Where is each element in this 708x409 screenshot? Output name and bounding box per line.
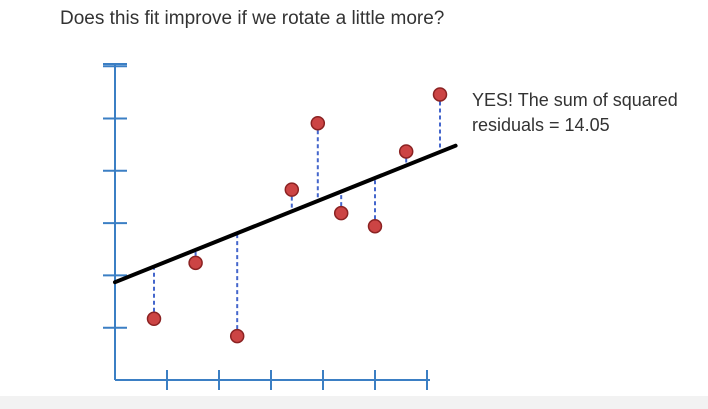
- data-point-5: [310, 115, 326, 131]
- bottom-strip: [0, 396, 708, 409]
- residual-lines: [153, 94, 441, 337]
- data-point-2: [188, 255, 203, 271]
- chart-title: Does this fit improve if we rotate a lit…: [60, 8, 445, 29]
- data-point-9: [432, 87, 448, 102]
- data-point-6: [333, 205, 349, 221]
- data-point-8: [398, 144, 414, 159]
- data-point-1: [146, 311, 162, 327]
- annotation-line-1: YES! The sum of squared: [472, 90, 678, 110]
- data-point-4: [284, 182, 300, 197]
- fit-line-group: [113, 143, 458, 285]
- annotation: YES! The sum of squared residuals = 14.0…: [472, 88, 678, 138]
- data-points: [146, 87, 448, 344]
- fit-line: [113, 143, 458, 285]
- axes: [103, 63, 430, 390]
- data-point-3: [229, 328, 245, 344]
- data-point-7: [367, 218, 383, 234]
- annotation-line-2: residuals = 14.05: [472, 115, 610, 135]
